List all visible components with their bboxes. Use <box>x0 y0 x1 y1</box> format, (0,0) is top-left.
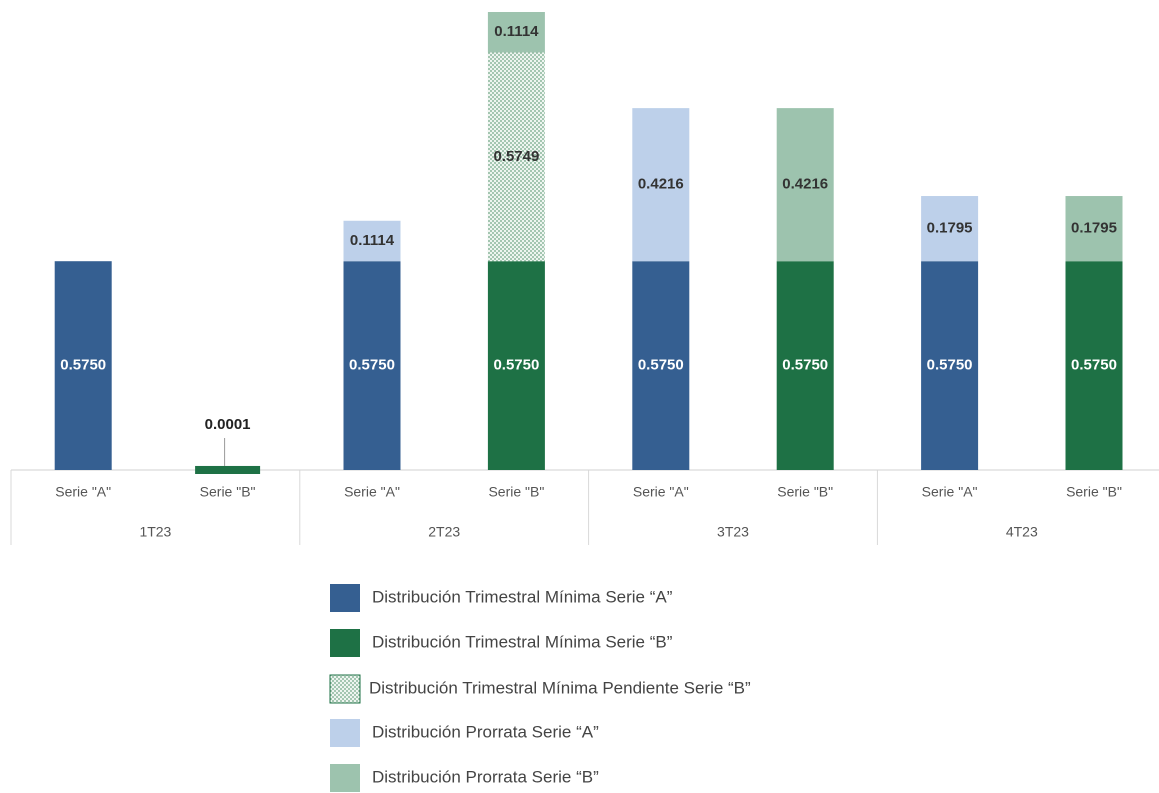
legend-swatch <box>330 719 360 747</box>
legend-swatch <box>329 674 361 704</box>
legend-label: Distribución Prorrata Serie “B” <box>372 767 599 786</box>
x-tick-label: Serie "B" <box>777 484 833 500</box>
value-label: 0.1795 <box>927 220 973 237</box>
bar-segment <box>921 261 979 470</box>
bar-segment <box>487 12 545 53</box>
bar-segment <box>343 220 401 262</box>
group-label: 4T23 <box>1006 524 1038 540</box>
bar-segment <box>1065 261 1123 470</box>
legend-swatch <box>330 584 360 612</box>
value-label: 0.5750 <box>493 357 539 374</box>
legend-swatch <box>330 764 360 792</box>
legend-label: Distribución Trimestral Mínima Pendiente… <box>369 678 751 697</box>
bar-segment <box>776 108 834 262</box>
x-tick-label: Serie "B" <box>488 484 544 500</box>
value-label: 0.1114 <box>350 232 395 249</box>
legend-label: Distribución Trimestral Mínima Serie “A” <box>372 587 673 606</box>
group-label: 1T23 <box>139 524 171 540</box>
x-tick-label: Serie "B" <box>200 484 256 500</box>
legend-label: Distribución Prorrata Serie “A” <box>372 722 599 741</box>
value-label: 0.5750 <box>638 357 684 374</box>
value-label: 0.5750 <box>1071 357 1117 374</box>
bar-segment <box>343 261 401 470</box>
value-label: 0.5750 <box>60 357 106 374</box>
x-tick-label: Serie "A" <box>344 484 400 500</box>
value-label: 0.4216 <box>782 176 828 193</box>
x-tick-label: Serie "B" <box>1066 484 1122 500</box>
value-label: 0.5749 <box>493 148 539 165</box>
bar-segment <box>776 261 834 470</box>
bar-segment <box>1065 196 1123 262</box>
x-tick-label: Serie "A" <box>55 484 111 500</box>
bar-segment <box>921 196 979 262</box>
bar-segment <box>487 261 545 470</box>
group-label: 3T23 <box>717 524 749 540</box>
legend-swatch <box>330 629 360 657</box>
bar-segment <box>487 52 545 262</box>
value-label: 0.4216 <box>638 176 684 193</box>
group-label: 2T23 <box>428 524 460 540</box>
value-label: 0.5750 <box>349 357 395 374</box>
legend-label: Distribución Trimestral Mínima Serie “B” <box>372 632 673 651</box>
x-tick-label: Serie "A" <box>633 484 689 500</box>
bar-segment <box>632 261 690 470</box>
x-tick-label: Serie "A" <box>922 484 978 500</box>
value-label: 0.0001 <box>205 416 251 433</box>
value-label: 0.5750 <box>927 357 973 374</box>
value-label: 0.5750 <box>782 357 828 374</box>
bar-segment <box>54 261 112 470</box>
bar-segment <box>632 108 690 262</box>
value-label: 0.1114 <box>494 23 539 40</box>
value-label: 0.1795 <box>1071 220 1117 237</box>
